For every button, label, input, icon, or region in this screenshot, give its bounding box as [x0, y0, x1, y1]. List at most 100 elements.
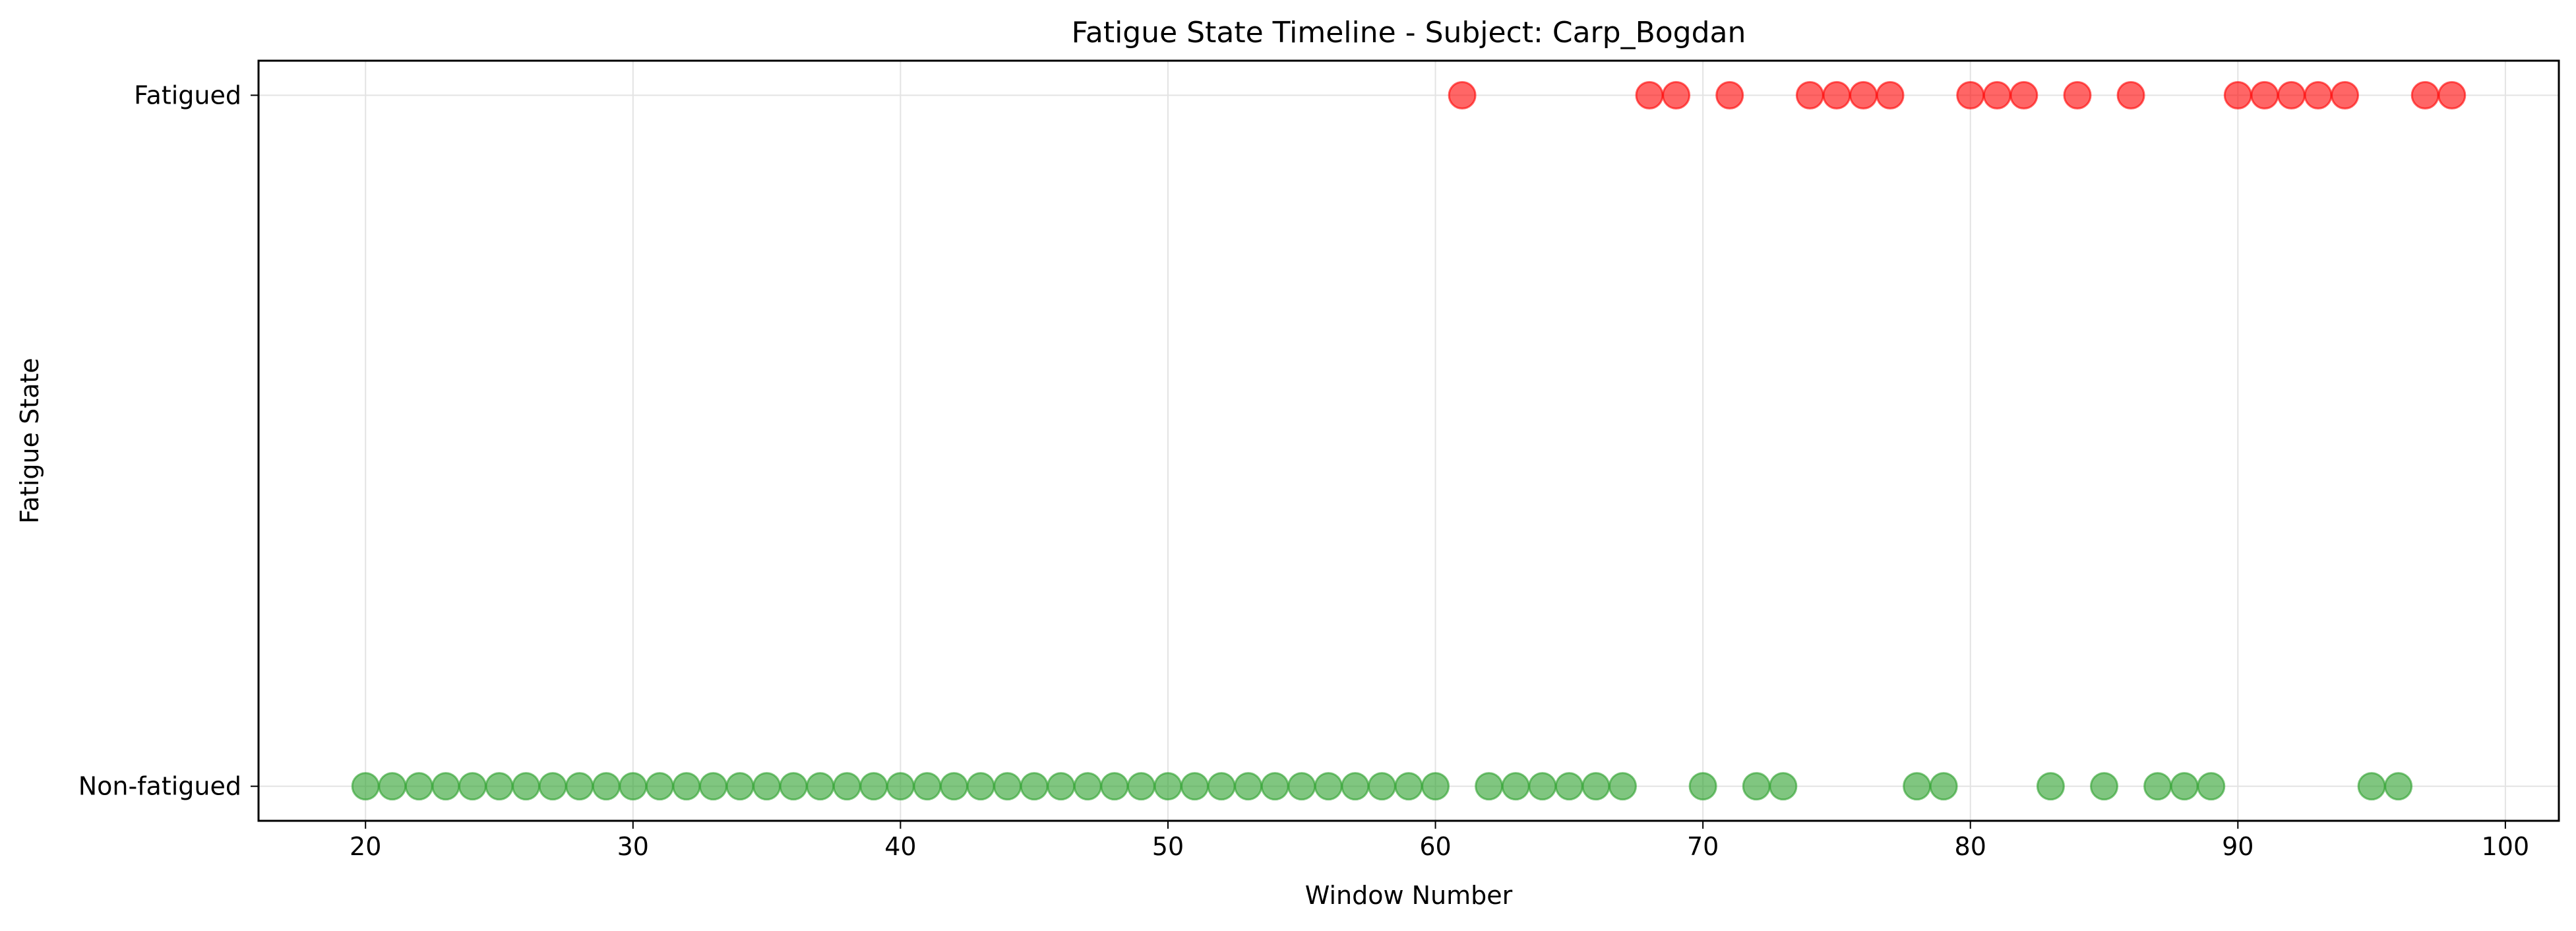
non-fatigued-point	[913, 772, 942, 801]
non-fatigued-point	[1153, 772, 1182, 801]
non-fatigued-point	[404, 772, 433, 801]
points-layer	[351, 80, 2467, 801]
x-tick-label: 40	[884, 832, 916, 861]
non-fatigued-point	[859, 772, 888, 801]
non-fatigued-point	[1047, 772, 1076, 801]
non-fatigued-point	[2090, 772, 2119, 801]
fatigued-point	[1822, 80, 1851, 110]
fatigued-point	[1662, 80, 1691, 110]
fatigued-point	[1715, 80, 1744, 110]
fatigued-point	[1795, 80, 1824, 110]
non-fatigued-point	[806, 772, 835, 801]
non-fatigued-point	[1688, 772, 1717, 801]
non-fatigued-point	[2384, 772, 2413, 801]
non-fatigued-point	[1341, 772, 1370, 801]
x-tick-label: 60	[1419, 832, 1451, 861]
non-fatigued-point	[1073, 772, 1102, 801]
non-fatigued-point	[1207, 772, 1236, 801]
chart-title: Fatigue State Timeline - Subject: Carp_B…	[1072, 16, 1746, 49]
non-fatigued-point	[1554, 772, 1583, 801]
non-fatigued-point	[1421, 772, 1450, 801]
non-fatigued-point	[1475, 772, 1504, 801]
y-axis-label: Fatigue State	[15, 358, 44, 523]
x-tick-label: 80	[1955, 832, 1986, 861]
fatigued-point	[2250, 80, 2279, 110]
fatigued-point	[1849, 80, 1878, 110]
fatigued-point	[1448, 80, 1477, 110]
non-fatigued-point	[538, 772, 567, 801]
y-tick-label: Fatigued	[134, 80, 241, 110]
non-fatigued-point	[1314, 772, 1343, 801]
non-fatigued-point	[993, 772, 1022, 801]
non-fatigued-point	[2143, 772, 2172, 801]
fatigued-point	[2410, 80, 2439, 110]
non-fatigued-point	[512, 772, 541, 801]
x-tick-label: 70	[1687, 832, 1719, 861]
non-fatigued-point	[1260, 772, 1289, 801]
non-fatigued-point	[2036, 772, 2065, 801]
non-fatigued-point	[645, 772, 674, 801]
non-fatigued-point	[592, 772, 621, 801]
non-fatigued-point	[1367, 772, 1396, 801]
fatigued-point	[2277, 80, 2306, 110]
non-fatigued-point	[752, 772, 782, 801]
fatigued-point	[1635, 80, 1664, 110]
non-fatigued-point	[1769, 772, 1798, 801]
non-fatigued-point	[1501, 772, 1530, 801]
x-tick-label: 30	[617, 832, 649, 861]
non-fatigued-point	[2197, 772, 2226, 801]
x-axis-label: Window Number	[1305, 881, 1513, 910]
non-fatigued-point	[779, 772, 808, 801]
non-fatigued-point	[1181, 772, 1210, 801]
non-fatigued-point	[378, 772, 407, 801]
non-fatigued-point	[1528, 772, 1557, 801]
non-fatigued-point	[1234, 772, 1263, 801]
fatigued-point	[1982, 80, 2011, 110]
non-fatigued-point	[1287, 772, 1316, 801]
x-tick-label: 100	[2482, 832, 2530, 861]
non-fatigued-point	[1581, 772, 1610, 801]
non-fatigued-point	[725, 772, 754, 801]
non-fatigued-point	[1100, 772, 1129, 801]
non-fatigued-point	[431, 772, 460, 801]
fatigued-point	[1876, 80, 1905, 110]
plot-frame	[257, 59, 2560, 822]
fatigued-point	[2063, 80, 2092, 110]
y-tick-label: Non-fatigued	[78, 772, 241, 801]
non-fatigued-point	[940, 772, 969, 801]
fatigued-point	[2331, 80, 2360, 110]
non-fatigued-point	[672, 772, 701, 801]
x-tick-label: 50	[1152, 832, 1184, 861]
non-fatigued-point	[1929, 772, 1958, 801]
non-fatigued-point	[1126, 772, 1155, 801]
non-fatigued-point	[1903, 772, 1932, 801]
non-fatigued-point	[458, 772, 487, 801]
non-fatigued-point	[351, 772, 380, 801]
fatigued-point	[1956, 80, 1985, 110]
non-fatigued-point	[2170, 772, 2199, 801]
y-tick-layer: Non-fatigued Fatigued	[78, 80, 259, 801]
fatigued-point	[2116, 80, 2145, 110]
non-fatigued-point	[485, 772, 514, 801]
x-tick-label: 90	[2222, 832, 2254, 861]
fatigued-point	[2223, 80, 2252, 110]
fatigued-point	[2438, 80, 2467, 110]
non-fatigued-point	[565, 772, 594, 801]
fatigued-point	[2304, 80, 2333, 110]
x-tick-label: 20	[350, 832, 381, 861]
non-fatigued-point	[1020, 772, 1049, 801]
non-fatigued-point	[1742, 772, 1771, 801]
non-fatigued-point	[698, 772, 727, 801]
non-fatigued-point	[2357, 772, 2386, 801]
non-fatigued-point	[1394, 772, 1423, 801]
non-fatigued-point	[886, 772, 915, 801]
non-fatigued-point	[966, 772, 995, 801]
non-fatigued-point	[619, 772, 648, 801]
fatigued-point	[2009, 80, 2039, 110]
grid-layer	[259, 61, 2559, 821]
non-fatigued-point	[1608, 772, 1637, 801]
x-tick-layer: 20 30 40 50 60 70 80 90 100	[350, 821, 2529, 861]
non-fatigued-point	[832, 772, 861, 801]
